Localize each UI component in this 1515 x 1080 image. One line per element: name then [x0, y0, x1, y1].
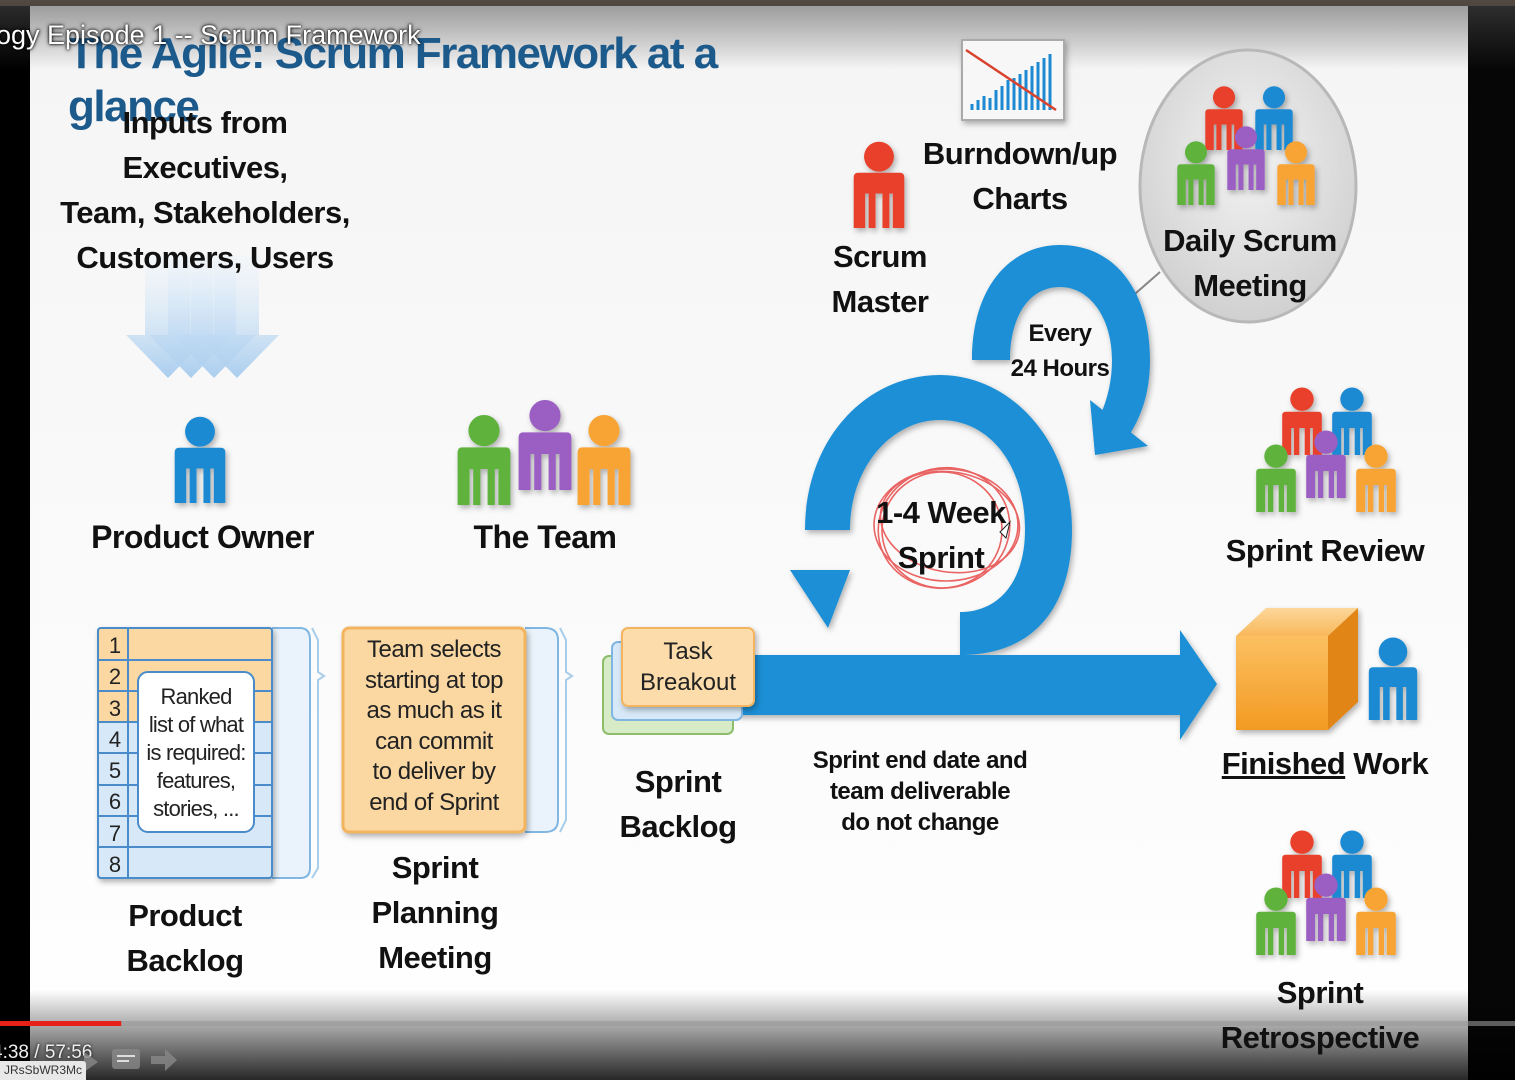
backlog-row-number: 2 — [108, 664, 122, 690]
video-title[interactable]: ogy Episode 1 -- Scrum Framework — [0, 20, 421, 50]
inputs-arrow-icon — [126, 255, 279, 378]
daily-scrum-circle — [1127, 48, 1358, 324]
sprint-flow-arrow — [735, 245, 1217, 740]
finished-work-label-rest: Work — [1345, 746, 1429, 781]
next-icon[interactable] — [82, 1050, 100, 1074]
sprint-planning-stack — [341, 626, 574, 834]
burndown-label: Burndown/up Charts — [922, 136, 1118, 216]
backlog-row-number: 6 — [108, 789, 122, 815]
backlog-row-number: 7 — [108, 820, 122, 846]
sprint-backlog-label: Sprint Backlog — [619, 764, 737, 844]
sprint-length-label: 1-4 Week Sprint — [876, 495, 1006, 575]
task-breakout-label: Task Breakout — [639, 638, 737, 696]
time-separator: / — [34, 1042, 40, 1063]
scrum-master-label: Scrum Master — [831, 239, 929, 319]
backlog-row-numbers: 1 2 3 4 5 6 7 8 — [100, 630, 130, 880]
backlog-row-number: 3 — [108, 695, 122, 721]
sprint-retrospective-label: Sprint Retrospective — [1220, 975, 1420, 1055]
product-backlog-label: Product Backlog — [126, 898, 244, 978]
every-24-hours-label: Every 24 Hours — [1010, 320, 1110, 382]
sprint-review-label: Sprint Review — [1225, 533, 1425, 568]
product-owner-label: Product Owner — [91, 519, 314, 555]
progress-bar-fill[interactable] — [0, 1021, 122, 1026]
backlog-row-number: 4 — [108, 726, 122, 752]
mouse-cursor-icon — [999, 520, 1011, 539]
backlog-row-number: 8 — [108, 851, 122, 877]
burndown-chart-icon — [961, 39, 1065, 121]
share-icon[interactable] — [148, 1046, 180, 1074]
url-badge[interactable]: JRsSbWR3Mc — [0, 1061, 87, 1080]
product-backlog-stack — [97, 627, 326, 879]
time-current: 4:38 — [0, 1042, 29, 1063]
backlog-row-number: 5 — [108, 758, 122, 783]
time-total: 57:56 — [44, 1042, 93, 1063]
finished-work-icon — [1236, 608, 1418, 730]
slide-title: The Agile: Scrum Framework at a glance — [68, 29, 718, 131]
finished-work-label-underlined: Finished — [1221, 746, 1346, 781]
daily-scrum-label: Daily Scrum Meeting — [1163, 223, 1337, 303]
sprint-end-text: Sprint end date and team deliverable do … — [812, 747, 1028, 836]
finished-work-label: Finished Work — [1215, 745, 1435, 782]
team-label: The Team — [473, 519, 618, 555]
sprint-planning-label: Sprint Planning Meeting — [371, 850, 499, 975]
ranked-list-text: Ranked list of what is required: feature… — [146, 684, 246, 821]
time-display: 4:38 / 57:56 — [0, 1042, 92, 1064]
red-annotation-scribble — [873, 466, 1021, 590]
inputs-label: Inputs from Executives, Team, Stakeholde… — [60, 105, 350, 275]
sprint-backlog-stack — [602, 627, 755, 735]
backlog-row-number: 1 — [108, 633, 122, 658]
captions-icon[interactable] — [110, 1046, 142, 1072]
team-selects-text: Team selects starting at top as much as … — [365, 636, 503, 816]
